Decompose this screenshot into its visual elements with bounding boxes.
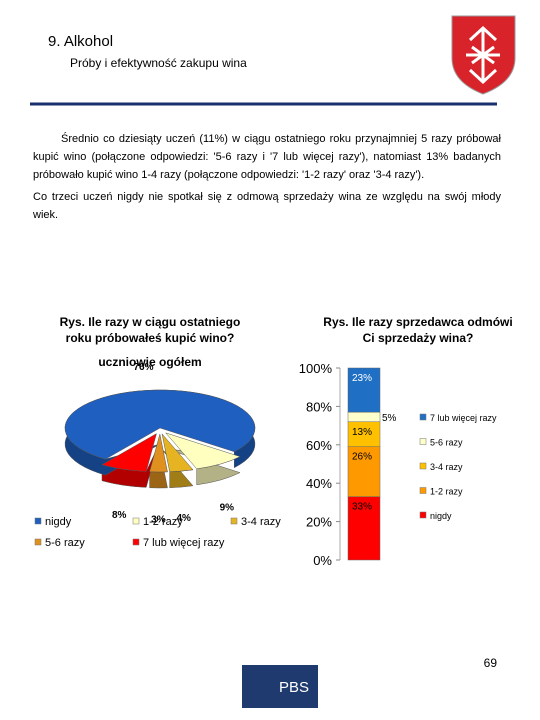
body-text: Średnio co dziesiąty uczeń (11%) w ciągu… (33, 130, 501, 228)
slice-label: 9% (220, 502, 235, 513)
legend-swatch (419, 413, 427, 421)
emblem (451, 15, 516, 95)
pie-slice (64, 389, 256, 460)
slice-label: 4% (176, 513, 191, 524)
legend-label: 7 lub więcej razy (143, 537, 225, 549)
legend-swatch (419, 511, 427, 519)
logo-box (242, 665, 318, 708)
paragraph: Średnio co dziesiąty uczeń (11%) w ciągu… (33, 133, 501, 181)
logo-text: PBS (279, 679, 309, 696)
legend-swatch (419, 487, 427, 494)
bar-value-label: 5% (382, 413, 397, 424)
legend-label: nigdy (430, 511, 452, 521)
bar-value-label: 23% (352, 373, 372, 384)
y-tick-label: 40% (306, 476, 332, 491)
legend-swatch (230, 517, 238, 525)
bar-value-label: 26% (352, 452, 372, 463)
pie-title: Rys. Ile razy w ciągu ostatniego roku pró… (60, 315, 241, 345)
legend-label: 7 lub więcej razy (430, 413, 497, 423)
legend-swatch (34, 538, 42, 546)
legend-swatch (419, 462, 427, 470)
pie-subtitle: uczniowie ogółem (98, 355, 201, 369)
bar-segment (347, 367, 381, 413)
y-tick-label: 60% (306, 438, 332, 453)
bar-value-label: 13% (352, 427, 372, 438)
page-number: 69 (484, 656, 498, 670)
legend-swatch (34, 517, 42, 525)
bar-title: Rys. Ile razy sprzedawca odmówi Ci sprzed… (323, 315, 512, 345)
legend-swatch (132, 517, 140, 525)
y-tick-label: 0% (313, 553, 332, 568)
section-title: 9. Alkohol (48, 33, 113, 50)
paragraph: Co trzeci uczeń nigdy nie spotkał się z … (33, 191, 501, 221)
slice-label: 76% (133, 362, 153, 373)
y-tick-label: 20% (306, 515, 332, 530)
bar-value-label: 33% (352, 502, 372, 513)
pie: 9% 4% 3% 8% 76% (64, 362, 256, 525)
pie-slice (161, 432, 194, 473)
slice-label: 3% (151, 514, 166, 525)
bar-segment (347, 446, 381, 497)
y-tick-label: 100% (299, 361, 333, 376)
legend-swatch (132, 538, 140, 546)
pie-slice (149, 433, 168, 473)
y-tick-label: 80% (306, 399, 332, 414)
pie-slice (164, 432, 241, 470)
legend-swatch (419, 438, 427, 445)
pie-slice (101, 433, 157, 472)
legend-label: 1-2 razy (430, 487, 463, 497)
legend-label: 1-2 razy (143, 516, 183, 528)
legend-label: 3-4 razy (241, 516, 281, 528)
legend-label: 5-6 razy (430, 438, 463, 448)
legend-label: 5-6 razy (45, 537, 85, 549)
slice-label: 8% (112, 510, 127, 521)
bar-segment (347, 411, 381, 423)
legend-label: nigdy (45, 516, 72, 528)
section-subtitle: Próby i efektywność zakupu wina (70, 56, 247, 70)
bar-segment (347, 496, 381, 561)
legend-label: 3-4 razy (430, 462, 463, 472)
